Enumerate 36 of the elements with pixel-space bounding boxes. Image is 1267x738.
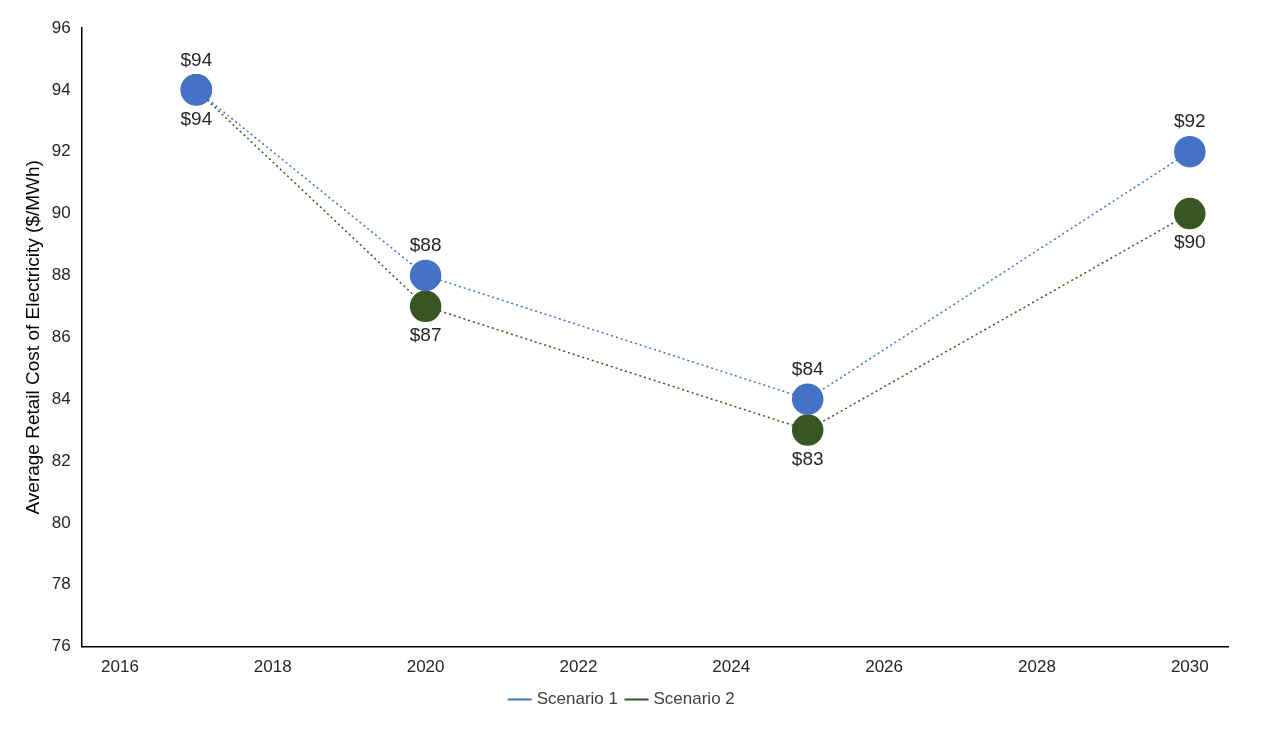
point bbox=[791, 383, 824, 415]
x-tick-label: 2028 bbox=[1018, 657, 1056, 677]
x-tick-label: 2018 bbox=[253, 657, 292, 677]
x-tick-label: 2024 bbox=[712, 657, 751, 677]
y-tick-label: 92 bbox=[51, 141, 71, 161]
y-tick-label: 80 bbox=[51, 512, 71, 532]
legend-label: Scenario 2 bbox=[653, 689, 735, 709]
legend-label: Scenario 1 bbox=[536, 689, 619, 709]
point bbox=[409, 290, 442, 323]
x-tick-label: 2030 bbox=[1170, 657, 1209, 677]
data-label: $90 bbox=[1173, 231, 1206, 253]
x-tick-label: 2022 bbox=[559, 657, 598, 677]
y-axis-title: Average Retail Cost of Electricity ($/MWh) bbox=[21, 160, 43, 515]
data-label: $83 bbox=[791, 447, 824, 469]
point bbox=[1174, 197, 1206, 230]
data-label: $88 bbox=[409, 234, 442, 256]
y-tick-label: 76 bbox=[51, 636, 71, 656]
data-label: $84 bbox=[791, 357, 824, 379]
y-tick-label: 90 bbox=[51, 203, 71, 223]
point bbox=[791, 414, 824, 446]
y-tick-label: 88 bbox=[51, 265, 71, 285]
point bbox=[1174, 135, 1206, 168]
data-label: $94 bbox=[180, 48, 213, 70]
data-label: $87 bbox=[409, 324, 442, 346]
y-tick-label: 78 bbox=[51, 574, 71, 594]
y-tick-label: 94 bbox=[51, 79, 71, 99]
y-tick-label: 84 bbox=[51, 388, 71, 408]
x-tick-label: 2020 bbox=[406, 657, 445, 677]
y-tick-label: 96 bbox=[51, 17, 71, 37]
y-tick-label: 86 bbox=[51, 326, 71, 346]
x-tick-label: 2026 bbox=[865, 657, 904, 677]
data-label: $92 bbox=[1173, 110, 1206, 132]
y-tick-label: 82 bbox=[51, 450, 71, 470]
point bbox=[409, 259, 442, 292]
x-tick-label: 2016 bbox=[101, 657, 139, 677]
data-label: $94 bbox=[180, 107, 213, 129]
